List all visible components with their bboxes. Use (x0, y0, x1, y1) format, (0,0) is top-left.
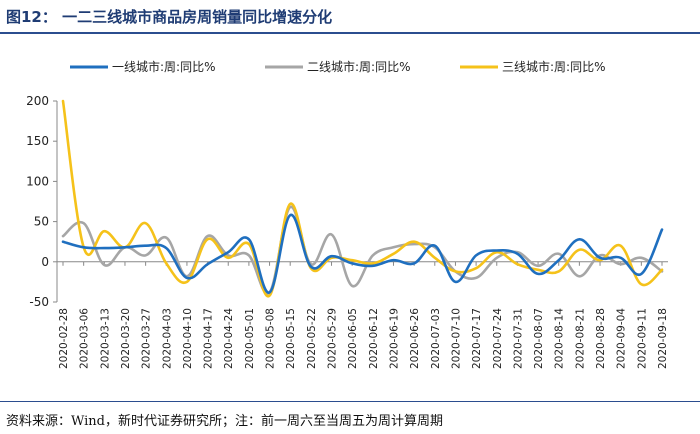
x-tick-label: 2020-03-13 (99, 308, 111, 369)
x-tick-label: 2020-05-15 (285, 308, 297, 369)
y-tick-label: 50 (34, 215, 49, 229)
legend-item-tier2: 二线城市:周:同比% (265, 59, 411, 74)
x-tick-label: 2020-08-07 (533, 308, 545, 369)
legend-label: 三线城市:周:同比% (502, 59, 606, 74)
x-tick-label: 2020-02-28 (58, 308, 70, 369)
series-line-tier2 (61, 205, 664, 295)
x-tick-label: 2020-07-10 (450, 308, 462, 369)
y-tick-label: 150 (26, 134, 49, 148)
y-tick-label: -50 (29, 295, 49, 309)
x-tick-label: 2020-04-10 (182, 308, 194, 369)
x-tick-label: 2020-05-29 (327, 308, 339, 369)
series-layer (61, 99, 664, 298)
x-tick-label: 2020-03-20 (120, 308, 132, 369)
y-tick-label: 100 (26, 174, 49, 188)
x-axis: 2020-02-28 2020-03-06 2020-03-13 2020-03-20… (57, 261, 669, 369)
legend-item-tier1: 一线城市:周:同比% (70, 59, 216, 74)
x-tick-label: 2020-08-14 (554, 308, 566, 369)
y-tick-label: 200 (26, 94, 49, 108)
legend-label: 二线城市:周:同比% (307, 59, 411, 74)
y-axis: -50 0 50 100 150 200 (26, 94, 58, 309)
source-rule (0, 401, 700, 402)
x-tick-label: 2020-05-01 (244, 308, 256, 369)
x-tick-label: 2020-07-03 (430, 308, 442, 369)
x-tick-label: 2020-06-19 (388, 308, 400, 369)
x-tick-label: 2020-09-18 (657, 308, 669, 369)
legend-item-tier3: 三线城市:周:同比% (460, 59, 606, 74)
x-tick-label: 2020-06-05 (347, 308, 359, 369)
x-tick-label: 2020-07-31 (512, 308, 524, 369)
y-tick-label: 0 (41, 255, 49, 269)
x-tick-label: 2020-03-06 (79, 308, 91, 369)
x-tick-label: 2020-04-24 (223, 308, 235, 369)
x-tick-label: 2020-05-08 (265, 308, 277, 369)
legend: 一线城市:周:同比% 二线城市:周:同比% 三线城市:周:同比% (70, 59, 606, 74)
chart: 一线城市:周:同比% 二线城市:周:同比% 三线城市:周:同比% -50 0 50 100… (26, 59, 669, 369)
series-line-tier1 (61, 213, 664, 294)
x-tick-label: 2020-07-24 (492, 308, 504, 369)
x-tick-label: 2020-06-12 (368, 308, 380, 369)
x-tick-label: 2020-03-27 (141, 308, 153, 369)
x-tick-label: 2020-07-17 (471, 308, 483, 369)
title-rule (0, 32, 700, 34)
x-tick-label: 2020-08-21 (574, 308, 586, 369)
x-tick-label: 2020-09-11 (636, 308, 648, 369)
x-tick-label: 2020-05-22 (306, 308, 318, 369)
source-note: 资料来源：Wind，新时代证券研究所；注：前一周六至当周五为周计算周期 (6, 414, 443, 429)
series-line-tier3 (61, 99, 664, 298)
figure-title: 图12： 一二三线城市商品房周销量同比增速分化 (6, 8, 333, 26)
x-tick-label: 2020-04-03 (161, 308, 173, 369)
x-tick-label: 2020-09-04 (616, 308, 628, 369)
x-tick-label: 2020-08-28 (595, 308, 607, 369)
x-tick-label: 2020-04-17 (203, 308, 215, 369)
legend-label: 一线城市:周:同比% (112, 59, 216, 74)
x-tick-label: 2020-06-26 (409, 308, 421, 369)
